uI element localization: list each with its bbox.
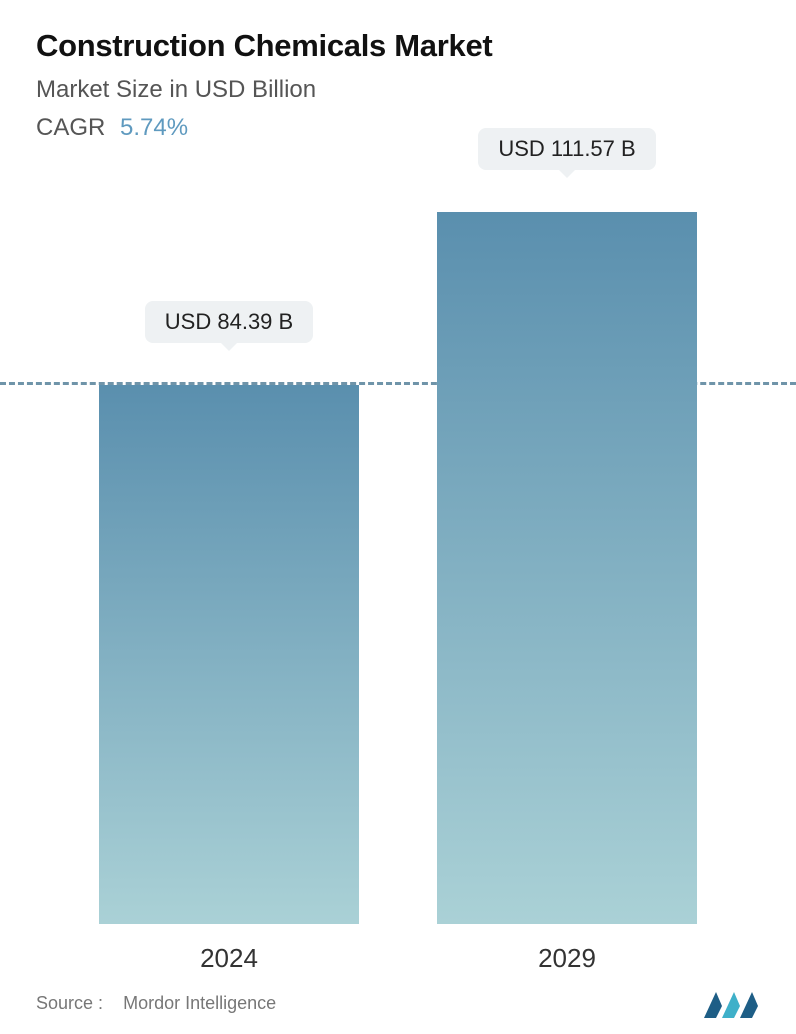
x-axis-labels: 2024 2029	[0, 943, 796, 974]
chart-footer: Source : Mordor Intelligence	[0, 986, 796, 1020]
value-pill-0: USD 84.39 B	[145, 301, 313, 343]
bar-col-1: USD 111.57 B	[437, 212, 697, 924]
bar-0	[99, 385, 359, 924]
x-label-1: 2029	[437, 943, 697, 974]
x-label-0: 2024	[99, 943, 359, 974]
source-label: Source :	[36, 993, 103, 1013]
chart-area: USD 84.39 B USD 111.57 B	[0, 190, 796, 924]
value-pill-1: USD 111.57 B	[478, 128, 655, 170]
bar-col-0: USD 84.39 B	[99, 385, 359, 924]
chart-header: Construction Chemicals Market Market Siz…	[0, 0, 796, 152]
logo-shape-b	[722, 992, 740, 1018]
source-name: Mordor Intelligence	[123, 993, 276, 1013]
bar-1	[437, 212, 697, 924]
chart-title: Construction Chemicals Market	[36, 28, 760, 64]
bars-container: USD 84.39 B USD 111.57 B	[0, 190, 796, 924]
logo-shape-a	[704, 992, 722, 1018]
cagr-label: CAGR	[36, 114, 105, 141]
brand-logo-icon	[702, 986, 760, 1020]
logo-shape-c	[740, 992, 758, 1018]
cagr-value: 5.74%	[120, 114, 188, 141]
chart-subtitle: Market Size in USD Billion	[36, 76, 760, 104]
source-text: Source : Mordor Intelligence	[36, 993, 276, 1014]
